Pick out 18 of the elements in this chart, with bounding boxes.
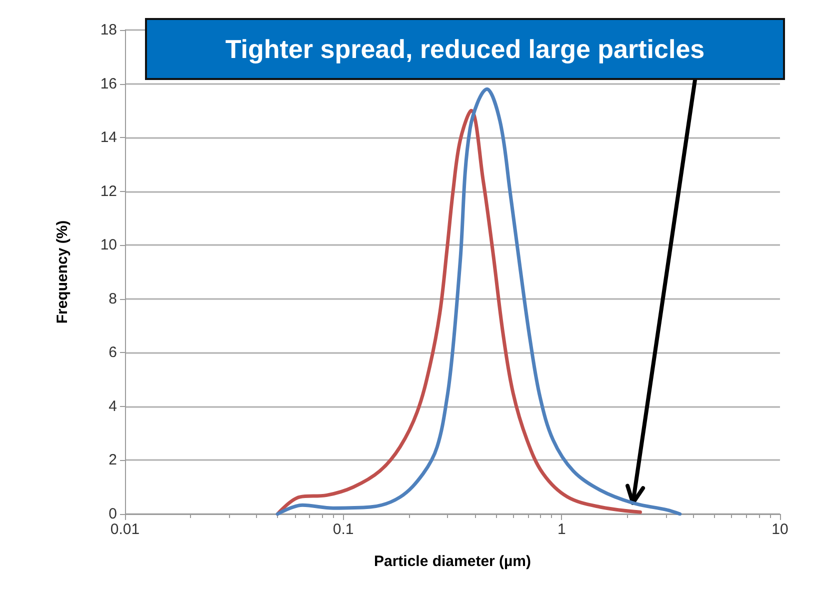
y-tick-label: 16 xyxy=(100,75,117,92)
y-tick-label: 6 xyxy=(108,344,117,362)
y-axis-title: Frequency (%) xyxy=(54,220,71,324)
y-tick-label: 4 xyxy=(108,398,117,415)
y-tick-label: 2 xyxy=(108,452,117,469)
y-tick-label: 10 xyxy=(100,236,117,254)
x-tick-label: 1 xyxy=(557,521,566,538)
x-axis-title: Particle diameter (µm) xyxy=(374,553,532,570)
y-tick-label: 0 xyxy=(108,506,117,522)
annotation: Tighter spread, reduced large particles xyxy=(225,34,705,64)
x-tick-label: 0.01 xyxy=(110,521,140,538)
callout-box: Tighter spread, reduced large particles xyxy=(145,18,785,80)
x-tick-label: 10 xyxy=(772,521,788,538)
y-tick-label: 14 xyxy=(100,129,117,146)
y-tick-label: 8 xyxy=(108,290,117,308)
y-tick-label: 12 xyxy=(100,182,117,200)
x-tick-label: 0.1 xyxy=(332,521,354,538)
y-tick-label: 18 xyxy=(100,22,117,38)
